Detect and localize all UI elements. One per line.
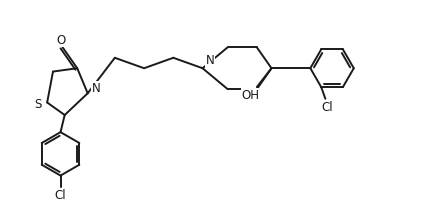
Text: S: S bbox=[34, 98, 42, 111]
Text: N: N bbox=[206, 54, 214, 67]
Text: OH: OH bbox=[242, 89, 259, 102]
Text: Cl: Cl bbox=[322, 101, 333, 114]
Text: N: N bbox=[92, 82, 101, 95]
Text: Cl: Cl bbox=[55, 189, 66, 202]
Text: O: O bbox=[56, 34, 65, 47]
